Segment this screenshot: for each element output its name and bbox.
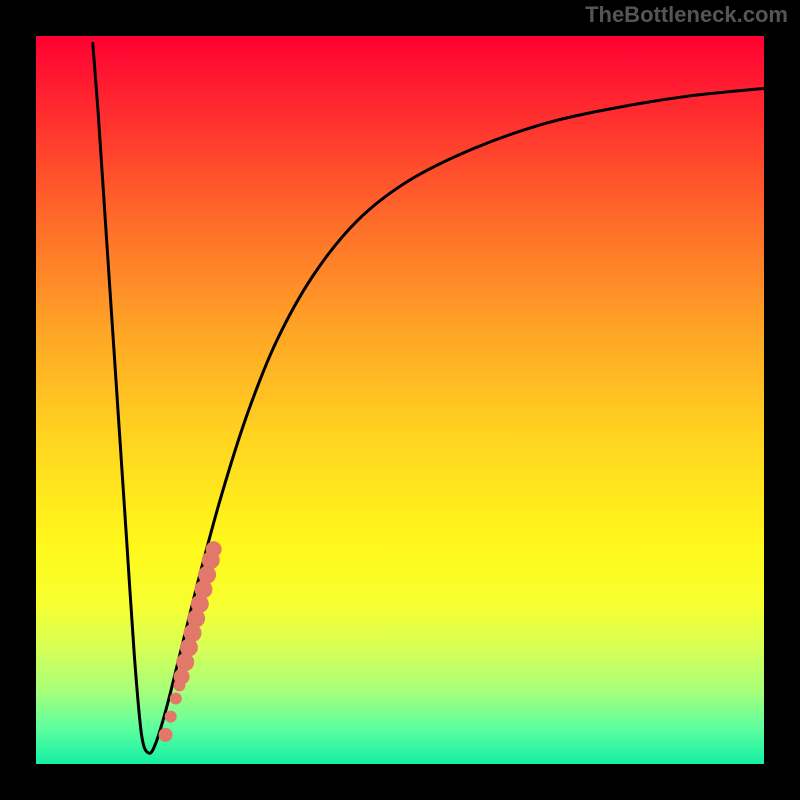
chart-container: TheBottleneck.com bbox=[0, 0, 800, 800]
marker-dot bbox=[206, 541, 222, 557]
marker-dot bbox=[165, 711, 177, 723]
watermark-text: TheBottleneck.com bbox=[585, 2, 788, 28]
marker-dot bbox=[159, 728, 173, 742]
bottleneck-chart bbox=[0, 0, 800, 800]
marker-dot bbox=[170, 692, 182, 704]
plot-area bbox=[36, 36, 764, 764]
marker-dot bbox=[174, 669, 190, 685]
